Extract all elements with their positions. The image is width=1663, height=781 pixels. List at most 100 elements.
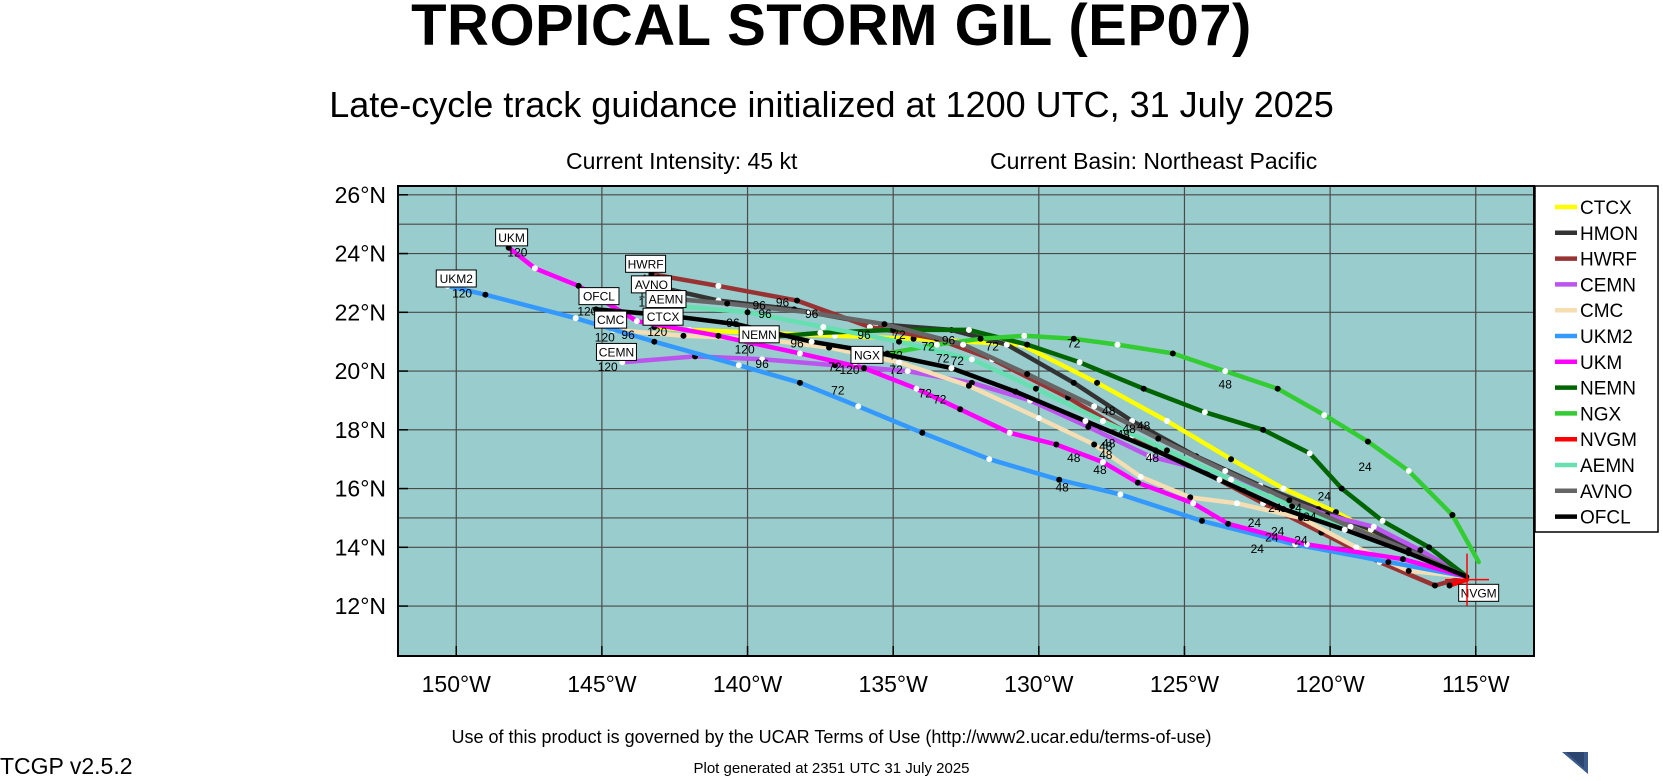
x-tick-label: 135°W: [859, 671, 929, 697]
tau-label: 24: [1248, 516, 1262, 530]
tau-label: 48: [1122, 422, 1136, 436]
axis-tick-labels: 150°W 145°W 140°W 135°W 130°W 125°W 120°W 115°W…: [335, 182, 1510, 697]
track-point: [855, 403, 862, 410]
tau-label: 72: [936, 351, 950, 365]
track-point: [957, 406, 964, 413]
tau-label: 48: [1102, 404, 1116, 418]
tau-label: 120: [507, 246, 527, 260]
y-tick-label: 18°N: [335, 417, 386, 443]
tau-label: 72: [919, 387, 933, 401]
legend-item: HMON: [1580, 224, 1638, 245]
track-point: [1341, 526, 1348, 533]
track-point: [1449, 512, 1456, 518]
track-point: [1201, 409, 1208, 416]
track-point: [1364, 438, 1371, 445]
tau-label: 48: [1067, 451, 1081, 465]
end-label-box: [645, 290, 687, 309]
ncar-logo-icon: [1562, 752, 1588, 774]
y-tick-label: 22°N: [335, 299, 386, 325]
track-point: [1035, 415, 1042, 422]
tau-label: 72: [892, 328, 906, 342]
tau-label: 72: [933, 392, 947, 406]
current-position-marker: [1445, 553, 1490, 606]
track-point: [482, 291, 489, 298]
track-point: [1370, 523, 1377, 530]
legend-item: NGX: [1580, 404, 1622, 425]
track-point: [948, 365, 955, 372]
y-tick-label: 14°N: [335, 534, 386, 560]
track-point: [820, 324, 827, 330]
track-point: [817, 329, 824, 336]
end-label: HWRF: [628, 257, 664, 271]
track-point: [796, 350, 803, 357]
track-point: [1152, 447, 1159, 454]
track-point: [1228, 456, 1235, 463]
tau-label: 48: [1055, 481, 1069, 495]
tau-label: 72: [828, 360, 842, 374]
tau-label: 24: [1265, 530, 1279, 544]
tau-label: 72: [921, 340, 935, 354]
tau-label: 72: [889, 348, 903, 362]
tau-label: 96: [753, 298, 767, 312]
track-point: [896, 338, 903, 345]
track-point: [866, 324, 873, 330]
plot-frame: [397, 185, 1535, 657]
track-point: [1190, 500, 1197, 507]
tau-label: 120: [839, 363, 859, 377]
end-label: CEMN: [599, 345, 634, 359]
track-ukm: [506, 245, 1470, 579]
tau-label: 120: [452, 287, 472, 301]
tau-label: 48: [1093, 463, 1107, 477]
track-point: [808, 338, 815, 345]
track-point: [1099, 459, 1106, 466]
tau-label: 48: [1099, 448, 1113, 462]
end-label-box: [595, 342, 637, 361]
track-point: [933, 341, 940, 348]
track-point: [1012, 388, 1019, 395]
end-label-box: [578, 287, 620, 306]
track-point: [1134, 479, 1141, 486]
current-basin: Current Basin: Northeast Pacific: [990, 148, 1318, 174]
track-point: [732, 321, 739, 328]
track-point: [1216, 476, 1223, 483]
tau-label: 48: [1102, 436, 1116, 450]
legend-item: CTCX: [1580, 198, 1632, 219]
end-label-box: [625, 254, 667, 273]
track-point: [759, 356, 766, 363]
track-point: [913, 385, 920, 392]
track-point: [1306, 450, 1313, 457]
track-point: [572, 315, 579, 322]
tau-label: 48: [1099, 439, 1113, 453]
end-label: AEMN: [649, 293, 684, 307]
track-point: [1353, 544, 1360, 551]
track-point: [1006, 429, 1013, 436]
tau-label: 24: [1268, 501, 1282, 515]
track-point: [977, 335, 984, 342]
track-point: [1222, 368, 1229, 375]
track-point: [1405, 550, 1412, 557]
x-tick-label: 115°W: [1442, 671, 1510, 697]
track-point: [1070, 379, 1077, 386]
end-label: NGX: [854, 348, 880, 362]
y-tick-label: 24°N: [335, 241, 386, 267]
track-point: [1140, 385, 1147, 392]
x-tick-label: 130°W: [1004, 671, 1074, 697]
track-point: [1233, 500, 1240, 507]
track-point: [904, 368, 911, 375]
tau-label: 96: [621, 328, 635, 342]
tau-label: 120: [595, 331, 615, 345]
end-label: NVGM: [1461, 586, 1497, 600]
x-tick-label: 125°W: [1150, 671, 1220, 697]
track-point: [960, 341, 967, 348]
end-label: UKM2: [440, 272, 474, 286]
legend-item: OFCL: [1580, 508, 1631, 529]
track-point: [861, 365, 868, 372]
track-point: [910, 335, 917, 342]
x-tick-label: 120°W: [1295, 671, 1365, 697]
track-point: [1137, 473, 1144, 480]
track-nvgm: [1447, 577, 1470, 588]
track-point: [1286, 497, 1293, 504]
track-point: [1024, 371, 1031, 377]
